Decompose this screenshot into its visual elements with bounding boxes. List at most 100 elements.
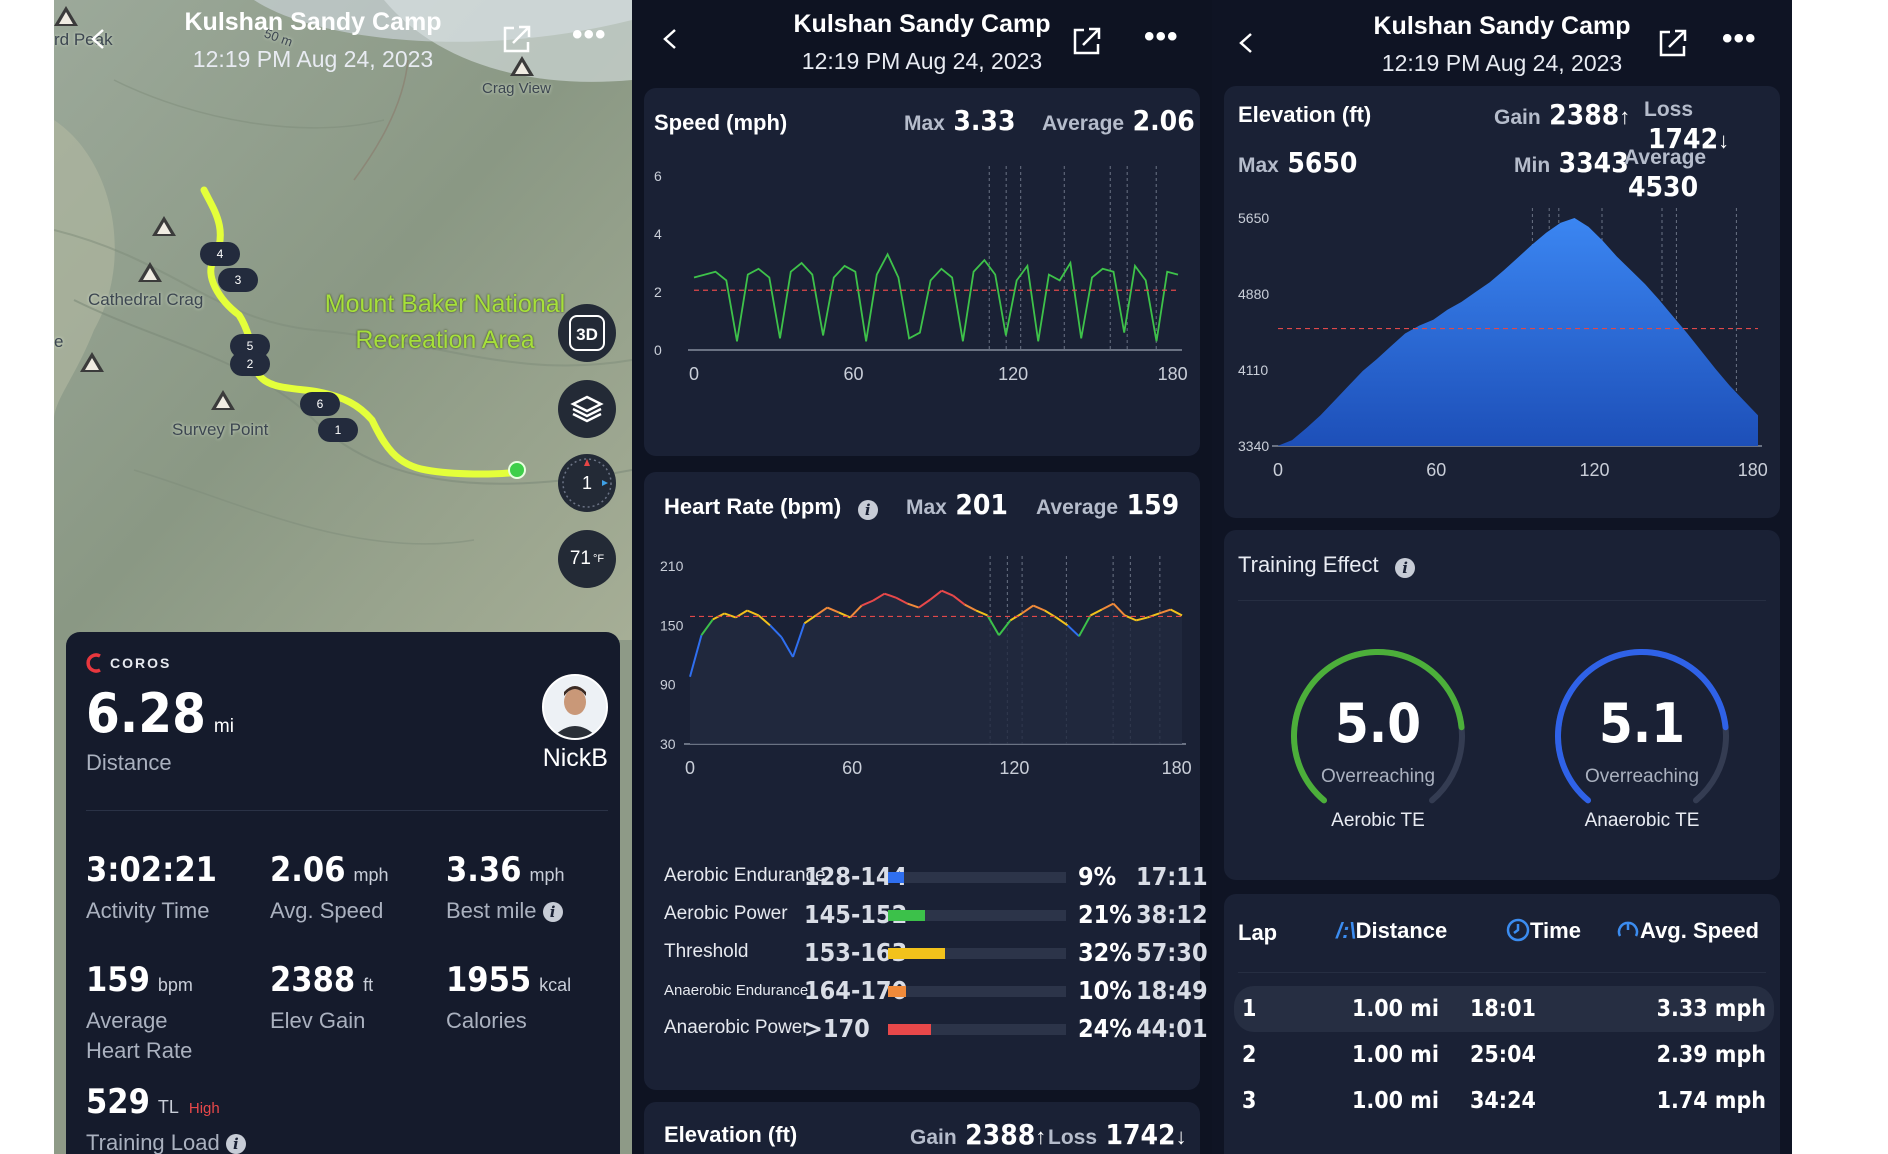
divider — [1238, 600, 1766, 601]
share-icon[interactable] — [1070, 24, 1104, 58]
elevation-min: Min 3343 — [1514, 146, 1629, 179]
lap-row[interactable]: 2 1.00 mi 25:04 2.39 mph — [1234, 1032, 1774, 1078]
zone-percent: 21% — [1078, 900, 1132, 929]
lap-pin[interactable]: 3 — [218, 268, 258, 292]
x-tick-label: 0 — [689, 364, 699, 384]
heart-rate-segment — [861, 599, 874, 607]
speed-avg-label: Average — [1042, 112, 1125, 135]
elevation-avg-value: 4530 — [1628, 170, 1699, 203]
info-icon[interactable]: i — [1395, 557, 1416, 578]
more-icon[interactable]: ••• — [1144, 20, 1179, 53]
avatar[interactable] — [542, 674, 608, 740]
aerobic-te-gauge — [1291, 649, 1465, 804]
heart-rate-segment — [849, 604, 863, 619]
hr-title-row: Heart Rate (bpm) i — [664, 494, 878, 520]
x-tick-label: 0 — [685, 758, 695, 778]
share-icon[interactable] — [500, 22, 534, 56]
zone-bar-fill — [888, 910, 926, 921]
lap-pin[interactable]: 6 — [300, 392, 340, 416]
lap-distance: 1.00 mi — [1352, 1042, 1439, 1068]
lap-avg-speed: 2.39 mph — [1656, 1042, 1766, 1068]
elevation-avg-label: Average — [1624, 146, 1707, 169]
heart-rate-segment — [1055, 616, 1069, 627]
elevation-title: Elevation (ft) — [664, 1122, 798, 1147]
x-tick-label: 60 — [844, 364, 864, 384]
heart-rate-segment — [1078, 614, 1092, 637]
stat-label: Elev Gain — [270, 1008, 366, 1033]
back-icon[interactable] — [1236, 32, 1258, 54]
speed-max: Max 3.33 — [904, 104, 1015, 137]
stat-unit: TL — [157, 1097, 179, 1117]
stat-value: 3:02:21 — [86, 850, 217, 890]
activity-summary-card: COROS 6.28 mi Distance NickB 3:02:21 Acti… — [66, 632, 620, 1154]
zone-percent: 24% — [1078, 1014, 1132, 1043]
heart-rate-chart[interactable]: 30 90 150 210 0 60 120 180 — [644, 548, 1200, 848]
divider — [1238, 972, 1766, 973]
info-icon[interactable]: i — [857, 499, 878, 520]
heart-rate-fill — [690, 590, 1182, 744]
arrow-down-icon: ↓ — [1718, 128, 1730, 153]
zone-bar — [888, 872, 1066, 883]
elevation-te-laps-panel: Kulshan Sandy Camp 12:19 PM Aug 24, 2023… — [1212, 0, 1792, 1154]
heart-rate-segment — [1101, 602, 1114, 611]
lap-pin[interactable]: 4 — [200, 242, 240, 266]
layers-icon — [570, 395, 604, 423]
more-icon[interactable]: ••• — [1722, 22, 1757, 55]
heart-rate-segment — [1021, 604, 1034, 615]
heart-rate-segment — [895, 596, 908, 605]
share-icon[interactable] — [1656, 26, 1690, 60]
heart-rate-segment — [1170, 608, 1183, 617]
lap-pin[interactable]: 1 — [318, 418, 358, 442]
back-icon[interactable] — [88, 28, 110, 50]
zone-name: Anaerobic Endurance — [664, 982, 809, 999]
info-icon[interactable]: i — [542, 902, 563, 923]
heart-rate-segment — [1090, 608, 1103, 617]
elevation-card: Elevation (ft) Gain 2388↑ Loss 1742↓ Max… — [1224, 86, 1780, 518]
elevation-chart[interactable]: 3340 4110 4880 5650 0 60 120 180 — [1224, 206, 1780, 506]
heart-rate-segment — [792, 623, 806, 658]
layers-button[interactable] — [558, 380, 616, 438]
lap-row[interactable]: 3 1.00 mi 34:24 1.74 mph — [1234, 1078, 1774, 1124]
elevation-loss: Loss 1742↓ — [1644, 98, 1780, 155]
stat-value: 1955 — [446, 960, 532, 1000]
laps-col-distance-label: Distance — [1355, 918, 1448, 943]
elevation-gain: Gain 2388↑ — [910, 1118, 1046, 1151]
lap-time: 25:04 — [1470, 1042, 1536, 1068]
3d-button[interactable]: 3D — [558, 304, 616, 362]
stat-label: Calories — [446, 1008, 527, 1033]
topo-map[interactable] — [54, 0, 632, 640]
lap-avg-speed: 1.74 mph — [1656, 1088, 1766, 1114]
laps-card: Lap /:\Distance Time Avg. Speed 1 1.00 mi… — [1224, 894, 1780, 1154]
distance-value: 6.28 mi — [86, 682, 234, 745]
lap-number: 1 — [1242, 996, 1257, 1022]
map-area-label-line1: Mount Baker National — [324, 290, 566, 318]
back-icon[interactable] — [660, 28, 682, 50]
gauge-fill — [1291, 649, 1465, 804]
y-tick-label: 30 — [660, 736, 676, 752]
laps-col-distance: /:\Distance — [1336, 918, 1447, 944]
zone-percent: 10% — [1078, 976, 1132, 1005]
zone-name: Aerobic Endurance — [664, 865, 826, 886]
x-tick-label: 60 — [1426, 460, 1446, 480]
lap-row[interactable]: 1 1.00 mi 18:01 3.33 mph — [1234, 986, 1774, 1032]
zone-name: Anaerobic Power — [664, 1017, 809, 1038]
heart-rate-segment — [689, 634, 703, 678]
header: Kulshan Sandy Camp 12:19 PM Aug 24, 2023… — [1212, 0, 1792, 86]
brand-name: COROS — [110, 655, 172, 671]
info-icon[interactable]: i — [225, 1134, 246, 1154]
peak-icon — [54, 6, 78, 26]
more-icon[interactable]: ••• — [572, 18, 607, 51]
coros-logo-icon — [86, 653, 101, 673]
lap-pin[interactable]: 2 — [230, 352, 270, 376]
anaerobic-te-value: 5.1 — [1598, 692, 1686, 755]
hr-zone-row: Anaerobic Endurance 164-170 10% 18:49 — [664, 974, 1208, 1014]
y-tick-label: 4110 — [1238, 362, 1268, 378]
compass-button[interactable]: 1 — [558, 454, 616, 512]
y-tick-label: 6 — [654, 168, 662, 184]
speed-max-label: Max — [904, 112, 945, 135]
peak-icon — [152, 216, 176, 236]
distance-number: 6.28 — [86, 682, 206, 745]
hr-zone-row: Anaerobic Power >170 24% 44:01 — [664, 1012, 1208, 1052]
elevation-gain-value: 2388 — [965, 1118, 1036, 1151]
